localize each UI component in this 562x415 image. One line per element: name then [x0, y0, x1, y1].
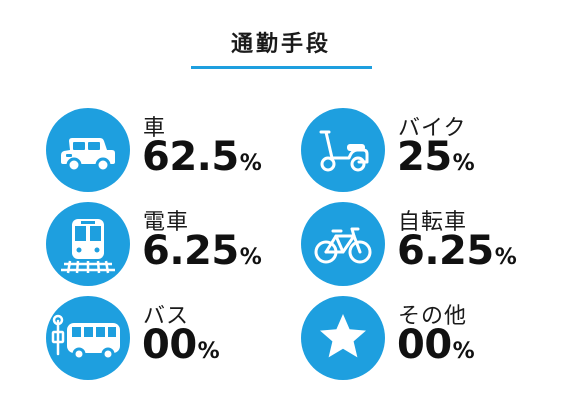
stat-value: 6.25% [397, 228, 517, 274]
stat-label: バス [143, 304, 190, 329]
stat-value: 6.25% [142, 228, 262, 274]
stat-number: 00 [397, 322, 452, 368]
stat-label: その他 [398, 304, 468, 329]
stat-unit: % [239, 151, 262, 176]
page-title: 通勤手段 [230, 32, 331, 57]
stat-unit: % [197, 339, 220, 364]
stat-item-train: 電車 6.25% [46, 202, 286, 294]
stat-unit: % [239, 245, 262, 270]
stat-number: 62.5 [142, 134, 239, 180]
stat-label: バイク [398, 116, 467, 141]
bus-icon [46, 296, 130, 380]
stat-unit: % [452, 339, 475, 364]
stat-item-bus: バス 00% [46, 296, 286, 388]
train-icon [46, 202, 130, 286]
stat-value: 00% [142, 322, 220, 368]
stat-number: 00 [142, 322, 197, 368]
stat-item-bicycle: 自転車 6.25% [301, 202, 541, 294]
stat-number: 6.25 [142, 228, 239, 274]
stat-unit: % [494, 245, 517, 270]
stat-number: 6.25 [397, 228, 494, 274]
stat-item-other: その他 00% [301, 296, 541, 388]
bicycle-icon [301, 202, 385, 286]
title-underline [191, 66, 372, 69]
car-icon [46, 108, 130, 192]
stat-unit: % [452, 151, 475, 176]
stat-item-motorbike: バイク 25% [301, 108, 541, 200]
stat-item-car: 車 62.5% [46, 108, 286, 200]
star-icon [301, 296, 385, 380]
stat-label: 自転車 [398, 210, 468, 235]
stat-label: 車 [143, 116, 167, 141]
motor-scooter-icon [301, 108, 385, 192]
stat-value: 00% [397, 322, 475, 368]
stat-number: 25 [397, 134, 452, 180]
stat-label: 電車 [143, 210, 190, 235]
stat-value: 62.5% [142, 134, 262, 180]
stat-value: 25% [397, 134, 475, 180]
